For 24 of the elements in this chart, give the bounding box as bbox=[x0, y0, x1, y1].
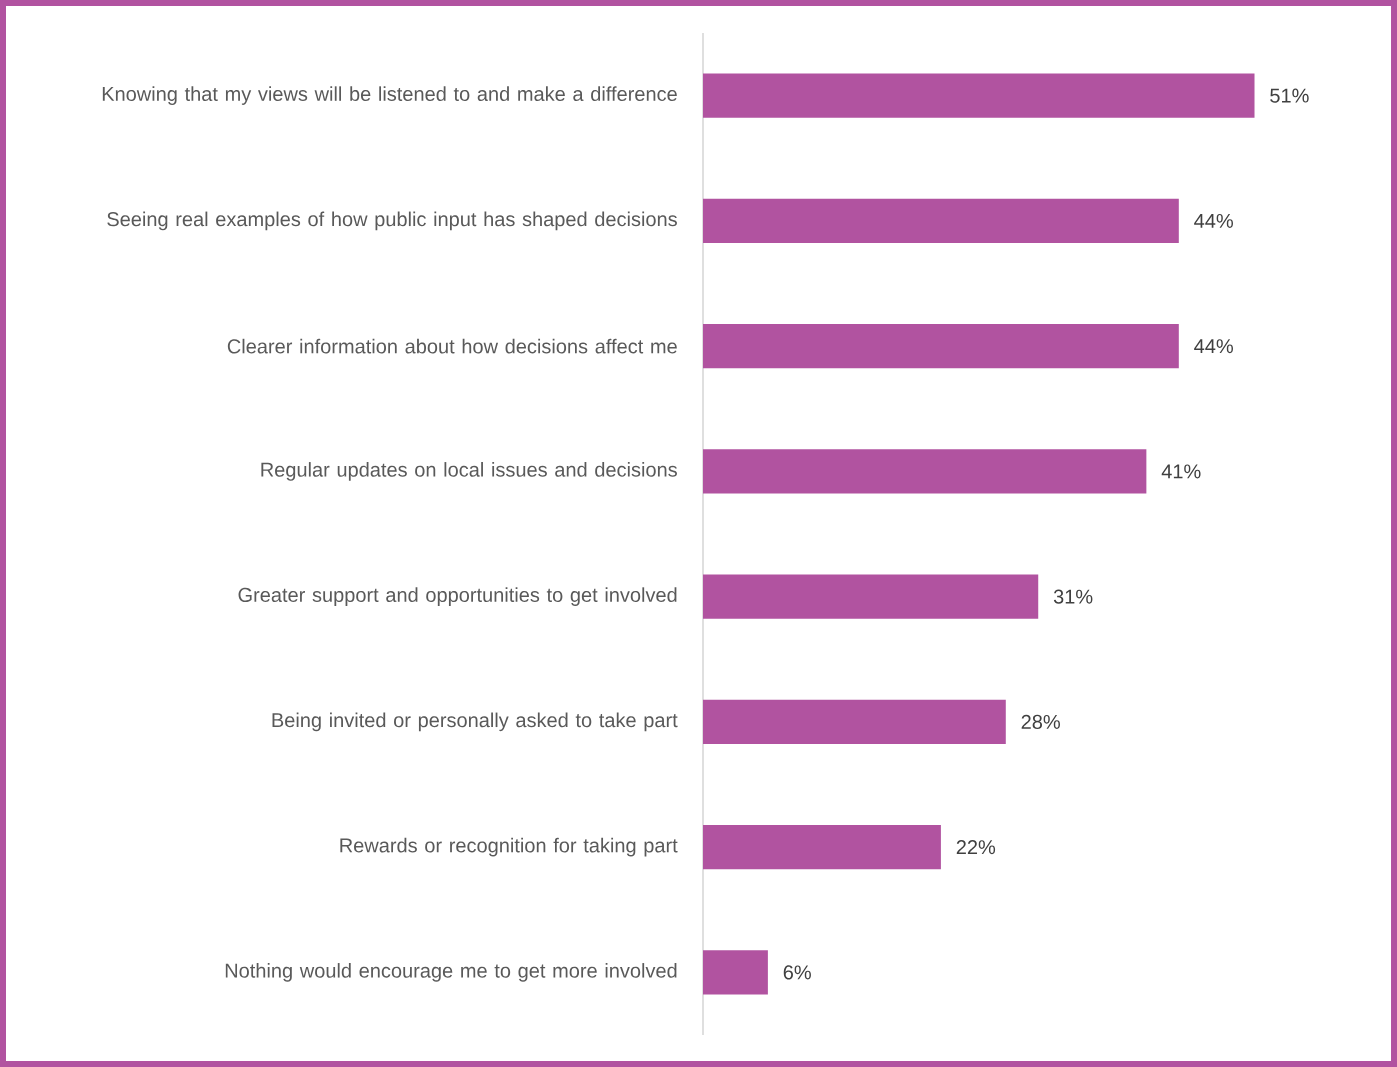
data-label: 44% bbox=[1194, 339, 1233, 354]
bar bbox=[703, 73, 1255, 118]
y-tick-label: Nothing would encourage me to get more involved bbox=[225, 963, 677, 982]
y-tick-label: Knowing that my views will be listened to and make a difference bbox=[102, 86, 677, 105]
y-tick-label: Regular updates on local issues and decisions bbox=[261, 462, 677, 481]
bar bbox=[703, 825, 941, 870]
y-tick-label: Rewards or recognition for taking part bbox=[340, 837, 678, 857]
data-label: 22% bbox=[956, 840, 996, 855]
data-label: 31% bbox=[1053, 589, 1093, 604]
data-label: 28% bbox=[1021, 714, 1060, 729]
data-label: 6% bbox=[783, 965, 811, 980]
bar bbox=[703, 449, 1147, 494]
bar bbox=[703, 324, 1179, 369]
bar bbox=[703, 699, 1006, 744]
data-label: 41% bbox=[1161, 464, 1201, 479]
data-label: 51% bbox=[1270, 88, 1309, 103]
y-tick-label: Clearer information about how decisions affect me bbox=[227, 338, 677, 354]
bar bbox=[703, 574, 1039, 619]
bar bbox=[703, 198, 1179, 243]
y-tick-label: Being invited or personally asked to take part bbox=[272, 712, 678, 732]
y-tick-label: Greater support and opportunities to get involved bbox=[238, 587, 677, 606]
y-tick-label: Seeing real examples of how public input has shaped decisions bbox=[107, 211, 677, 231]
data-label: 44% bbox=[1194, 213, 1233, 228]
bar bbox=[703, 950, 768, 995]
